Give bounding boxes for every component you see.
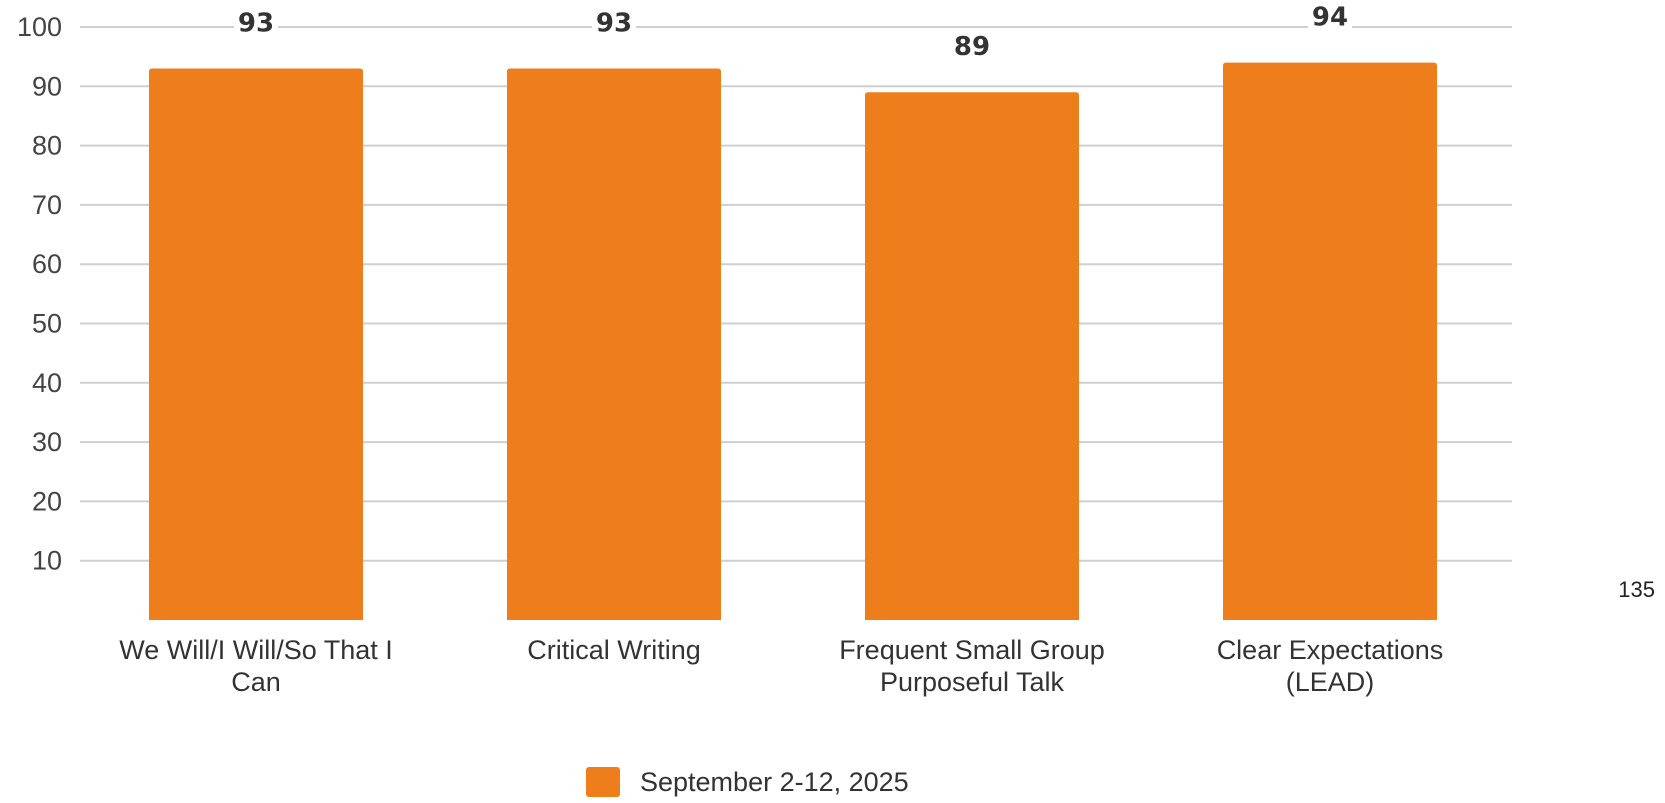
bar xyxy=(507,68,721,620)
y-tick-label: 100 xyxy=(17,12,62,42)
y-tick-label: 50 xyxy=(32,309,62,339)
y-tick-label: 20 xyxy=(32,486,62,516)
data-labels: 93 93 89 94 xyxy=(234,1,1352,62)
x-category-label: Purposeful Talk xyxy=(880,667,1065,697)
y-tick-label: 40 xyxy=(32,368,62,398)
x-category-label: Critical Writing xyxy=(527,635,701,665)
data-label: 93 xyxy=(238,9,274,39)
x-category-label: (LEAD) xyxy=(1286,667,1375,697)
bar xyxy=(865,92,1079,621)
y-tick-label: 60 xyxy=(32,249,62,279)
data-label: 94 xyxy=(1312,3,1348,33)
legend: September 2-12, 2025 xyxy=(586,765,909,799)
y-tick-label: 30 xyxy=(32,427,62,457)
x-category-label: Can xyxy=(231,667,281,697)
x-category-label: Frequent Small Group xyxy=(839,635,1105,665)
y-axis-tick-labels: 10 20 30 40 50 60 70 80 90 100 xyxy=(17,12,62,576)
y-tick-label: 80 xyxy=(32,131,62,161)
x-category-label: Clear Expectations xyxy=(1217,635,1444,665)
side-note-number: 135 xyxy=(1618,577,1655,602)
data-label-background xyxy=(234,7,278,38)
y-tick-label: 70 xyxy=(32,190,62,220)
y-tick-label: 90 xyxy=(32,71,62,101)
data-label-background xyxy=(950,31,994,62)
y-tick-label: 10 xyxy=(32,546,62,576)
legend-label: September 2-12, 2025 xyxy=(640,766,909,797)
data-label-background xyxy=(1308,1,1352,32)
data-label-background xyxy=(592,7,636,38)
x-category-label: We Will/I Will/So That I xyxy=(119,635,393,665)
data-label: 93 xyxy=(596,9,632,39)
legend-swatch xyxy=(586,767,620,797)
bar xyxy=(1223,62,1437,620)
bars xyxy=(149,62,1437,621)
bar xyxy=(149,68,363,620)
data-label: 89 xyxy=(954,32,990,62)
